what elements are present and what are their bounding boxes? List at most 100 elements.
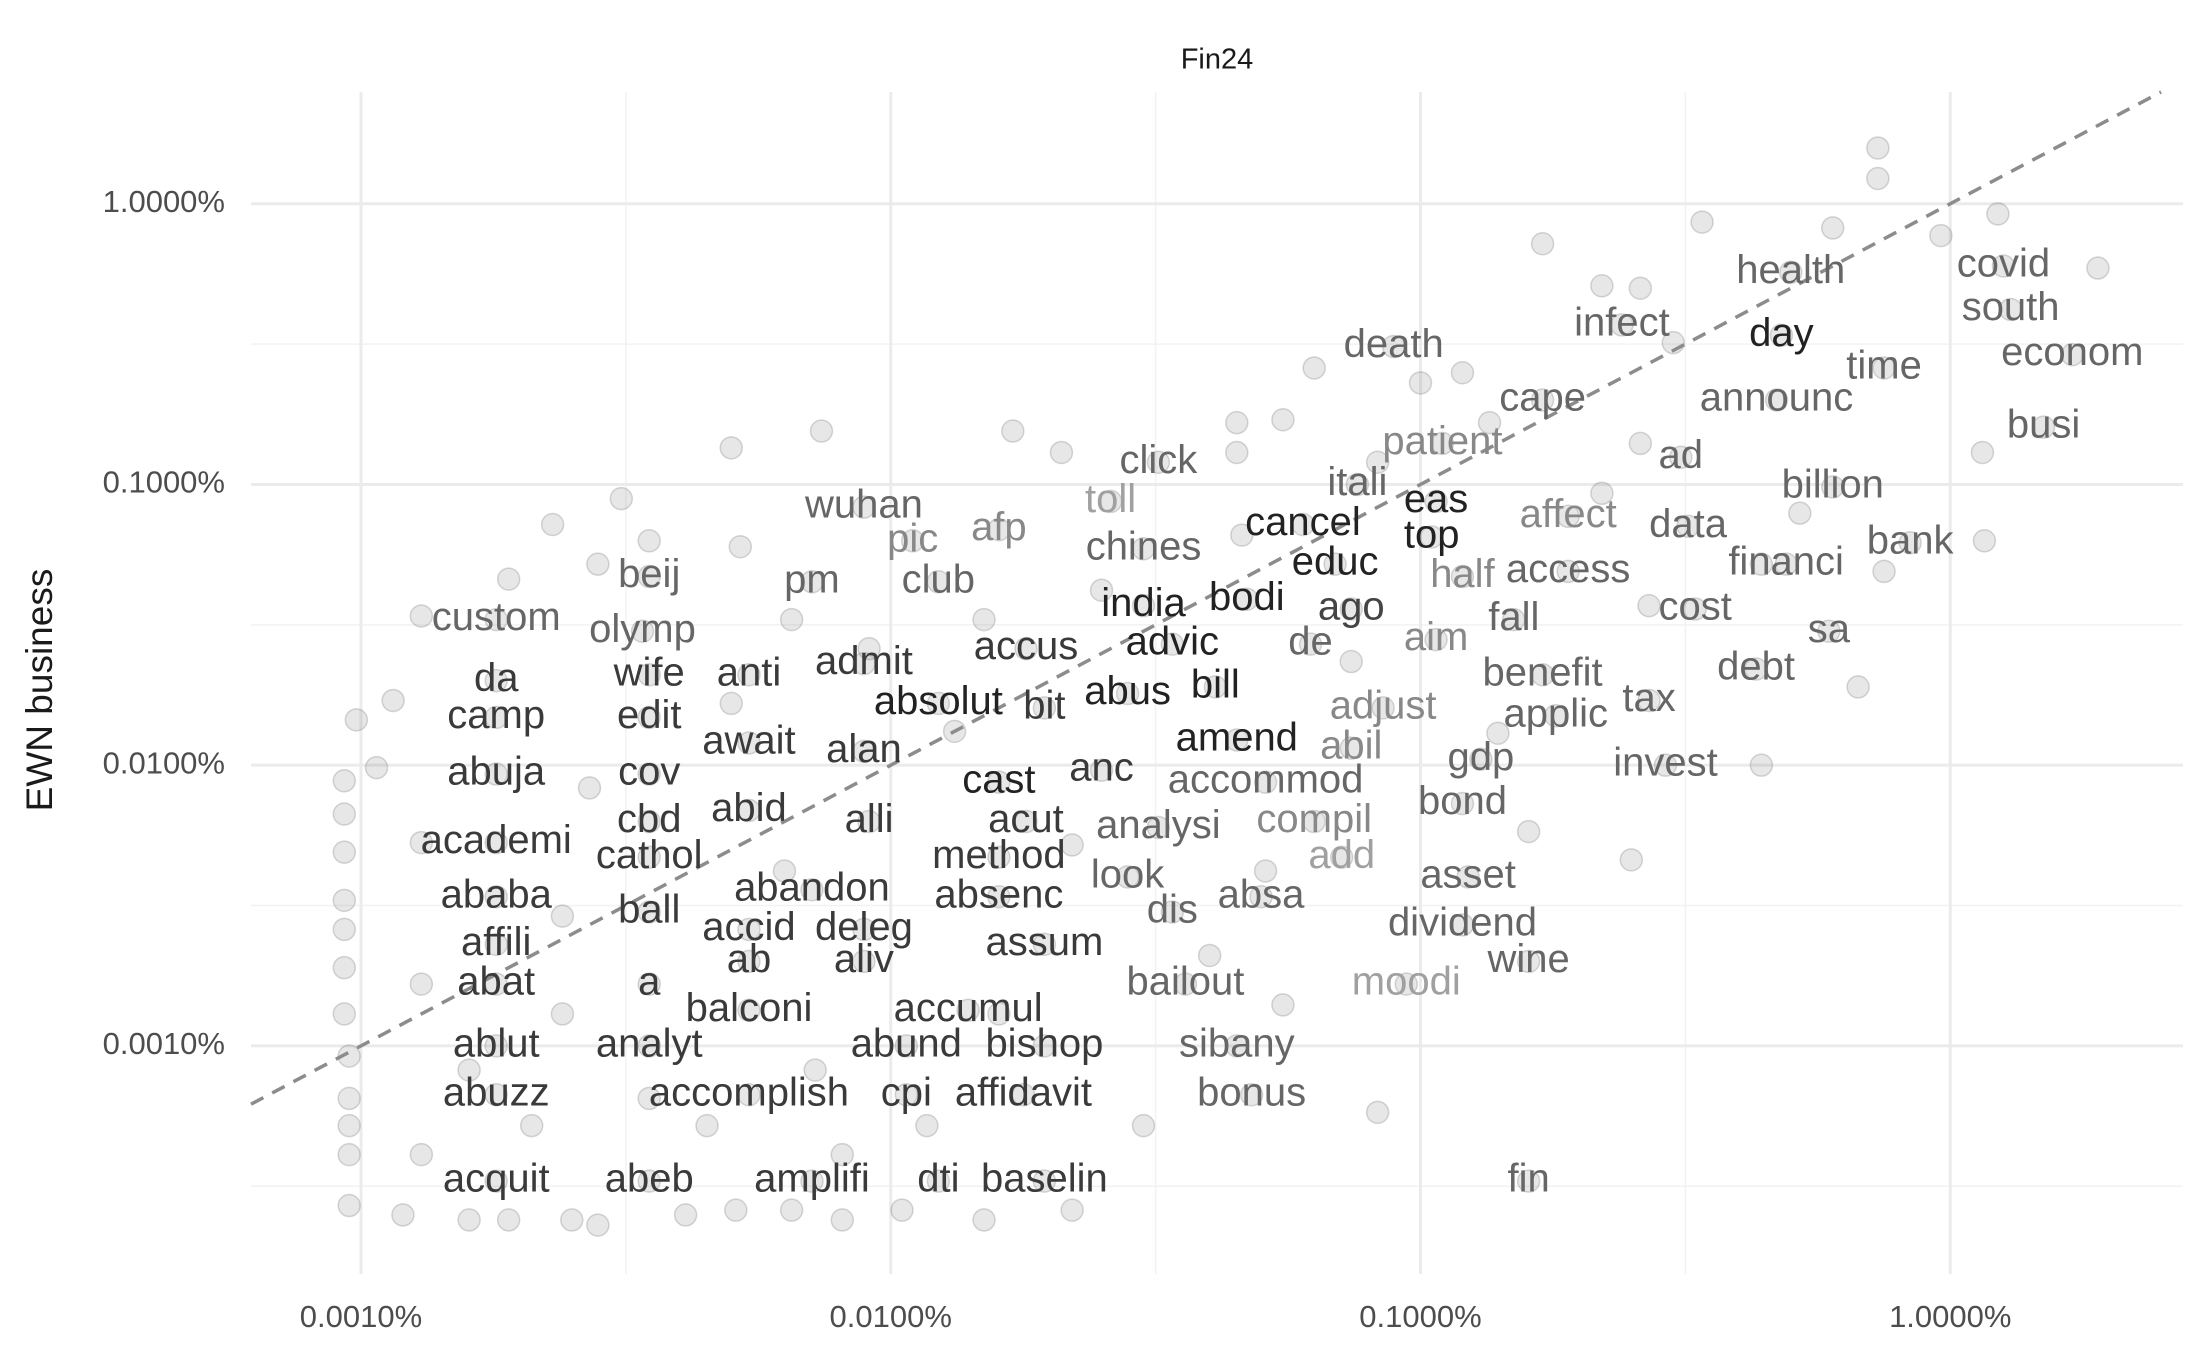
point (673, 1203, 698, 1227)
word-label: bishop (985, 1021, 1103, 1065)
word-label: method (932, 833, 1065, 877)
word-label: accumul (894, 986, 1043, 1030)
word-label: amend (1176, 716, 1298, 760)
word-label: educ (1292, 540, 1379, 584)
point (1345, 472, 1370, 497)
word-label: abat (457, 960, 535, 1004)
point (1619, 848, 1644, 872)
point (1115, 865, 1140, 889)
point (540, 512, 565, 537)
point (1371, 696, 1395, 720)
word-label: pm (784, 557, 840, 601)
word-label: cov (618, 750, 680, 794)
point (1060, 1198, 1084, 1222)
word-label: econom (2001, 330, 2143, 374)
word-label: top (1404, 513, 1460, 557)
y-tick-label: 1.0000% (103, 184, 225, 219)
point (1011, 1082, 1036, 1107)
point (737, 917, 761, 942)
point (800, 570, 824, 594)
point (1146, 815, 1171, 840)
word-label: patient (1382, 419, 1502, 463)
point (719, 691, 744, 716)
word-label: tax (1622, 676, 1675, 720)
word-label: bill (1191, 662, 1240, 706)
point (1419, 525, 1444, 549)
point (737, 1082, 761, 1107)
word-label: baselin (981, 1157, 1108, 1201)
word-label: ago (1318, 585, 1385, 629)
point (1225, 1034, 1249, 1058)
word-label: dis (1147, 888, 1198, 932)
point (332, 840, 357, 864)
word-label: custom (432, 595, 561, 639)
point (496, 1208, 521, 1232)
word-label: compil (1256, 797, 1372, 841)
word-label: ababa (441, 872, 553, 916)
point (637, 845, 661, 869)
point (1060, 833, 1084, 857)
point (890, 1198, 914, 1222)
word-label: cape (1499, 376, 1586, 420)
word-label: dti (917, 1157, 959, 1201)
word-label: affidavit (955, 1070, 1092, 1114)
grid (251, 92, 2183, 1274)
point (1408, 371, 1433, 395)
point (830, 1142, 855, 1167)
word-label: bailout (1127, 960, 1245, 1004)
point (1271, 993, 1295, 1017)
word-label: beij (618, 552, 680, 596)
point (1225, 440, 1249, 465)
point (1430, 431, 1455, 456)
point (332, 955, 357, 980)
point (852, 739, 876, 764)
word-label: announc (1700, 376, 1853, 420)
word-label: abus (1084, 669, 1171, 713)
word-label: affect (1520, 492, 1617, 536)
point (1846, 675, 1870, 699)
point (1298, 632, 1323, 656)
point (1014, 636, 1038, 661)
word-label: data (1649, 502, 1728, 546)
word-label: adjust (1330, 683, 1437, 727)
word-label: abid (711, 786, 787, 830)
point (1637, 593, 1661, 618)
point (337, 1142, 361, 1167)
word-label: moodi (1352, 960, 1461, 1004)
word-label: club (902, 557, 975, 601)
point (2086, 256, 2110, 280)
point (637, 705, 661, 730)
word-label: accus (974, 624, 1079, 668)
word-label: bit (1023, 683, 1065, 727)
point (637, 529, 661, 553)
word-label: benefit (1483, 650, 1603, 694)
point (337, 1113, 361, 1138)
word-label: infect (1574, 300, 1670, 344)
point (2060, 342, 2085, 367)
point (484, 830, 508, 855)
point (637, 809, 661, 834)
point (1230, 523, 1254, 547)
point (1820, 216, 1845, 240)
point (484, 884, 508, 909)
y-tick-label: 0.1000% (103, 465, 225, 500)
point (987, 845, 1011, 869)
y-tick-label: 0.0010% (103, 1026, 225, 1061)
point (1817, 619, 1841, 643)
word-label: accid (702, 905, 795, 949)
point (1637, 688, 1661, 713)
word-label: alan (826, 727, 902, 771)
point (1866, 136, 1890, 160)
point (737, 798, 761, 823)
word-label: bonus (1197, 1070, 1306, 1114)
point (1203, 675, 1228, 699)
point (737, 662, 761, 687)
point (972, 1208, 996, 1232)
point (1590, 481, 1614, 506)
point (1225, 410, 1249, 435)
word-label: absenc (934, 872, 1063, 916)
word-label: sa (1808, 607, 1851, 651)
word-label: abandon (734, 865, 890, 909)
point (1253, 859, 1278, 883)
